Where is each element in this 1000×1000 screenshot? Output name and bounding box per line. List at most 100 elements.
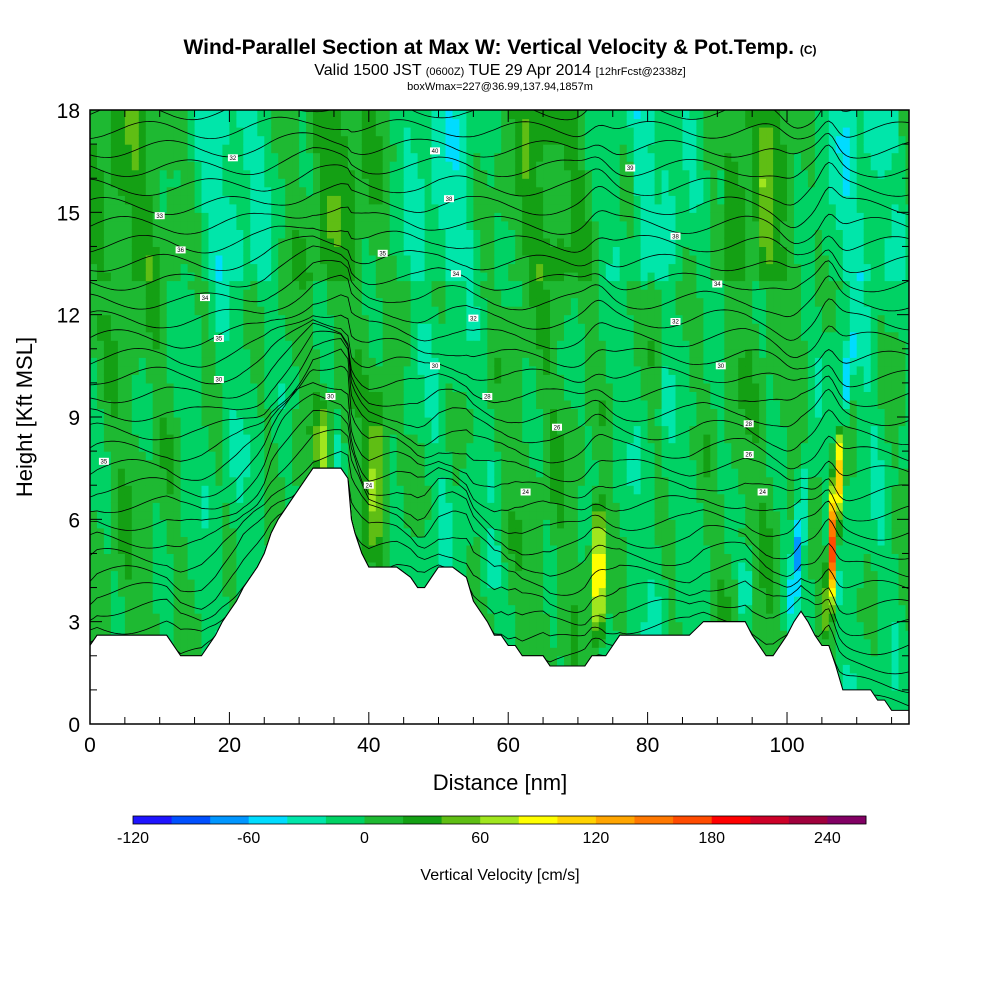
field-cell: [229, 468, 237, 478]
field-cell: [661, 596, 670, 606]
field-cell: [257, 161, 265, 171]
field-cell: [389, 391, 398, 401]
field-cell: [605, 220, 614, 230]
field-cell: [417, 255, 426, 265]
field-cell: [577, 519, 586, 529]
field-cell: [584, 161, 593, 171]
field-cell: [661, 357, 670, 367]
field-cell: [222, 127, 230, 137]
field-cell: [90, 297, 98, 307]
field-cell: [480, 263, 488, 273]
field-cell: [97, 246, 105, 256]
field-cell: [466, 118, 474, 128]
field-cell: [229, 331, 237, 341]
field-cell: [466, 451, 474, 461]
field-cell: [570, 280, 579, 290]
field-cell: [187, 186, 196, 196]
field-cell: [466, 246, 474, 256]
field-cell: [577, 169, 586, 179]
field-cell: [473, 152, 481, 162]
field-cell: [201, 630, 210, 640]
field-cell: [306, 255, 314, 265]
field-cell: [515, 425, 523, 435]
field-cell: [577, 186, 586, 196]
field-cell: [591, 562, 600, 572]
field-cell: [222, 237, 230, 247]
field-cell: [347, 442, 356, 452]
field-cell: [570, 459, 579, 469]
field-cell: [494, 476, 502, 486]
field-cell: [299, 161, 307, 171]
field-cell: [647, 425, 656, 435]
field-cell: [626, 510, 635, 520]
field-cell: [375, 289, 384, 299]
field-cell: [264, 169, 272, 179]
field-cell: [445, 169, 454, 179]
field-cell: [473, 399, 481, 409]
field-cell: [208, 382, 217, 392]
field-cell: [626, 596, 635, 606]
field-cell: [306, 340, 314, 350]
field-cell: [347, 263, 356, 273]
field-cell: [152, 399, 161, 409]
field-cell: [640, 459, 649, 469]
field-cell: [257, 417, 265, 427]
field-cell: [131, 630, 140, 640]
field-cell: [159, 468, 168, 478]
field-cell: [215, 195, 224, 205]
field-cell: [313, 220, 321, 230]
field-cell: [292, 306, 300, 316]
field-cell: [138, 135, 147, 145]
field-cell: [584, 536, 593, 546]
field-cell: [452, 229, 461, 239]
field-cell: [285, 365, 293, 375]
field-cell: [299, 408, 307, 418]
field-cell: [543, 365, 551, 375]
field-cell: [159, 587, 168, 597]
field-cell: [131, 323, 140, 333]
field-cell: [647, 374, 656, 384]
field-cell: [661, 203, 670, 213]
field-cell: [278, 331, 286, 341]
field-cell: [591, 425, 600, 435]
field-cell: [445, 237, 454, 247]
field-cell: [605, 391, 614, 401]
field-cell: [654, 417, 663, 427]
field-cell: [257, 382, 265, 392]
field-cell: [557, 220, 565, 230]
field-cell: [340, 425, 349, 435]
field-cell: [473, 263, 481, 273]
field-cell: [494, 110, 502, 120]
field-cell: [250, 246, 258, 256]
field-cell: [201, 613, 210, 623]
field-cell: [243, 161, 251, 171]
field-cell: [403, 502, 412, 512]
field-cell: [410, 417, 419, 427]
field-cell: [396, 110, 405, 120]
field-cell: [354, 519, 363, 529]
field-cell: [452, 152, 461, 162]
field-cell: [591, 195, 600, 205]
field-cell: [194, 621, 203, 631]
field-cell: [103, 417, 112, 427]
field-cell: [347, 280, 356, 290]
field-cell: [187, 544, 196, 554]
field-cell: [508, 161, 516, 171]
field-cell: [382, 348, 391, 358]
field-cell: [487, 203, 495, 213]
field-cell: [459, 374, 467, 384]
field-cell: [654, 152, 663, 162]
field-cell: [285, 135, 293, 145]
field-cell: [466, 212, 474, 222]
field-cell: [243, 280, 251, 290]
field-cell: [264, 152, 272, 162]
field-cell: [633, 203, 642, 213]
field-cell: [452, 212, 461, 222]
field-cell: [340, 229, 349, 239]
field-cell: [570, 195, 579, 205]
field-cell: [250, 195, 258, 205]
field-cell: [382, 425, 391, 435]
field-cell: [236, 536, 244, 546]
field-cell: [159, 314, 168, 324]
field-cell: [612, 493, 621, 503]
